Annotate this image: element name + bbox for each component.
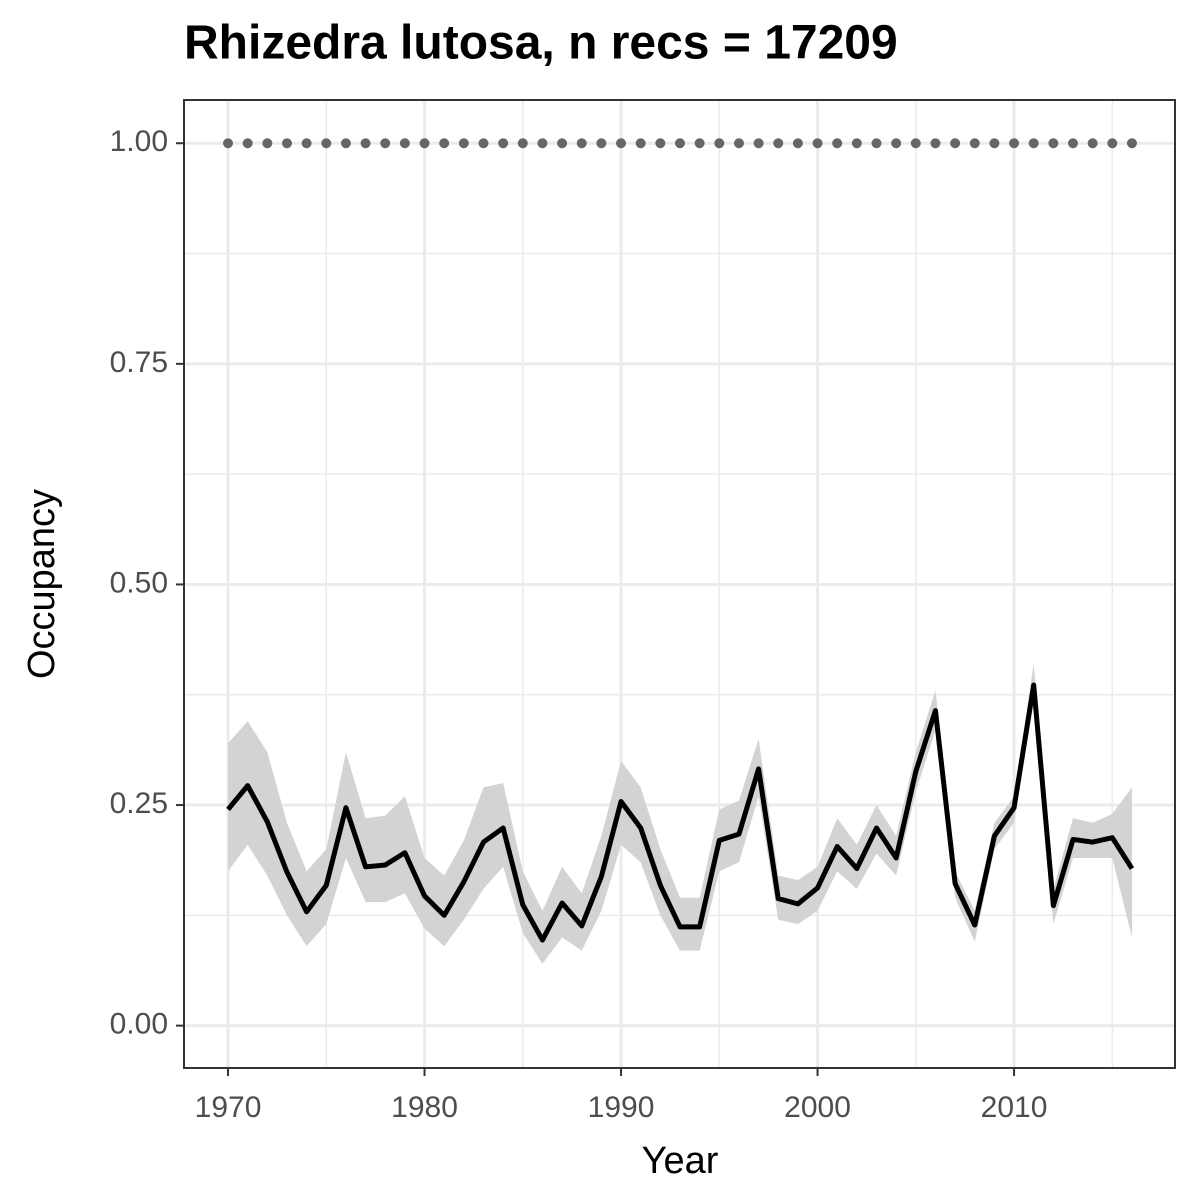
y-tick-label: 1.00 (110, 125, 168, 158)
y-tick-label: 0.00 (110, 1008, 168, 1041)
point (851, 138, 862, 149)
point (1087, 138, 1098, 149)
point (1009, 138, 1020, 149)
point (792, 138, 803, 149)
x-tick-label: 2000 (784, 1091, 851, 1124)
point (517, 138, 528, 149)
y-tick-label: 0.50 (110, 566, 168, 599)
point (242, 138, 253, 149)
point (1048, 138, 1059, 149)
x-tick-label: 1970 (195, 1091, 262, 1124)
x-tick-label: 1980 (391, 1091, 458, 1124)
confidence-band (228, 663, 1132, 964)
x-tick-label: 1990 (588, 1091, 655, 1124)
point (950, 138, 961, 149)
point (773, 138, 784, 149)
point (733, 138, 744, 149)
x-tick-label: 2010 (981, 1091, 1048, 1124)
point (616, 138, 627, 149)
y-tick-label: 0.75 (110, 346, 168, 379)
point (871, 138, 882, 149)
point (969, 138, 980, 149)
point (399, 138, 410, 149)
point (301, 138, 312, 149)
point (223, 138, 234, 149)
point (340, 138, 351, 149)
chart-title: Rhizedra lutosa, n recs = 17209 (184, 17, 898, 70)
point (989, 138, 1000, 149)
point (596, 138, 607, 149)
point (753, 138, 764, 149)
point (1126, 138, 1137, 149)
point (360, 138, 371, 149)
point (1107, 138, 1118, 149)
point (439, 138, 450, 149)
point (419, 138, 430, 149)
point (714, 138, 725, 149)
point (478, 138, 489, 149)
point (832, 138, 843, 149)
x-axis-label: Year (642, 1140, 719, 1182)
point (674, 138, 685, 149)
point (910, 138, 921, 149)
point (557, 138, 568, 149)
point (458, 138, 469, 149)
point (380, 138, 391, 149)
point (576, 138, 587, 149)
point (1028, 138, 1039, 149)
point (1068, 138, 1079, 149)
point (930, 138, 941, 149)
point (635, 138, 646, 149)
point (891, 138, 902, 149)
point (694, 138, 705, 149)
point (655, 138, 666, 149)
y-axis-label: Occupancy (21, 489, 63, 679)
point (281, 138, 292, 149)
point (812, 138, 823, 149)
y-tick-label: 0.25 (110, 787, 168, 820)
line (226, 682, 1135, 943)
point (537, 138, 548, 149)
point (262, 138, 273, 149)
point (321, 138, 332, 149)
point (498, 138, 509, 149)
